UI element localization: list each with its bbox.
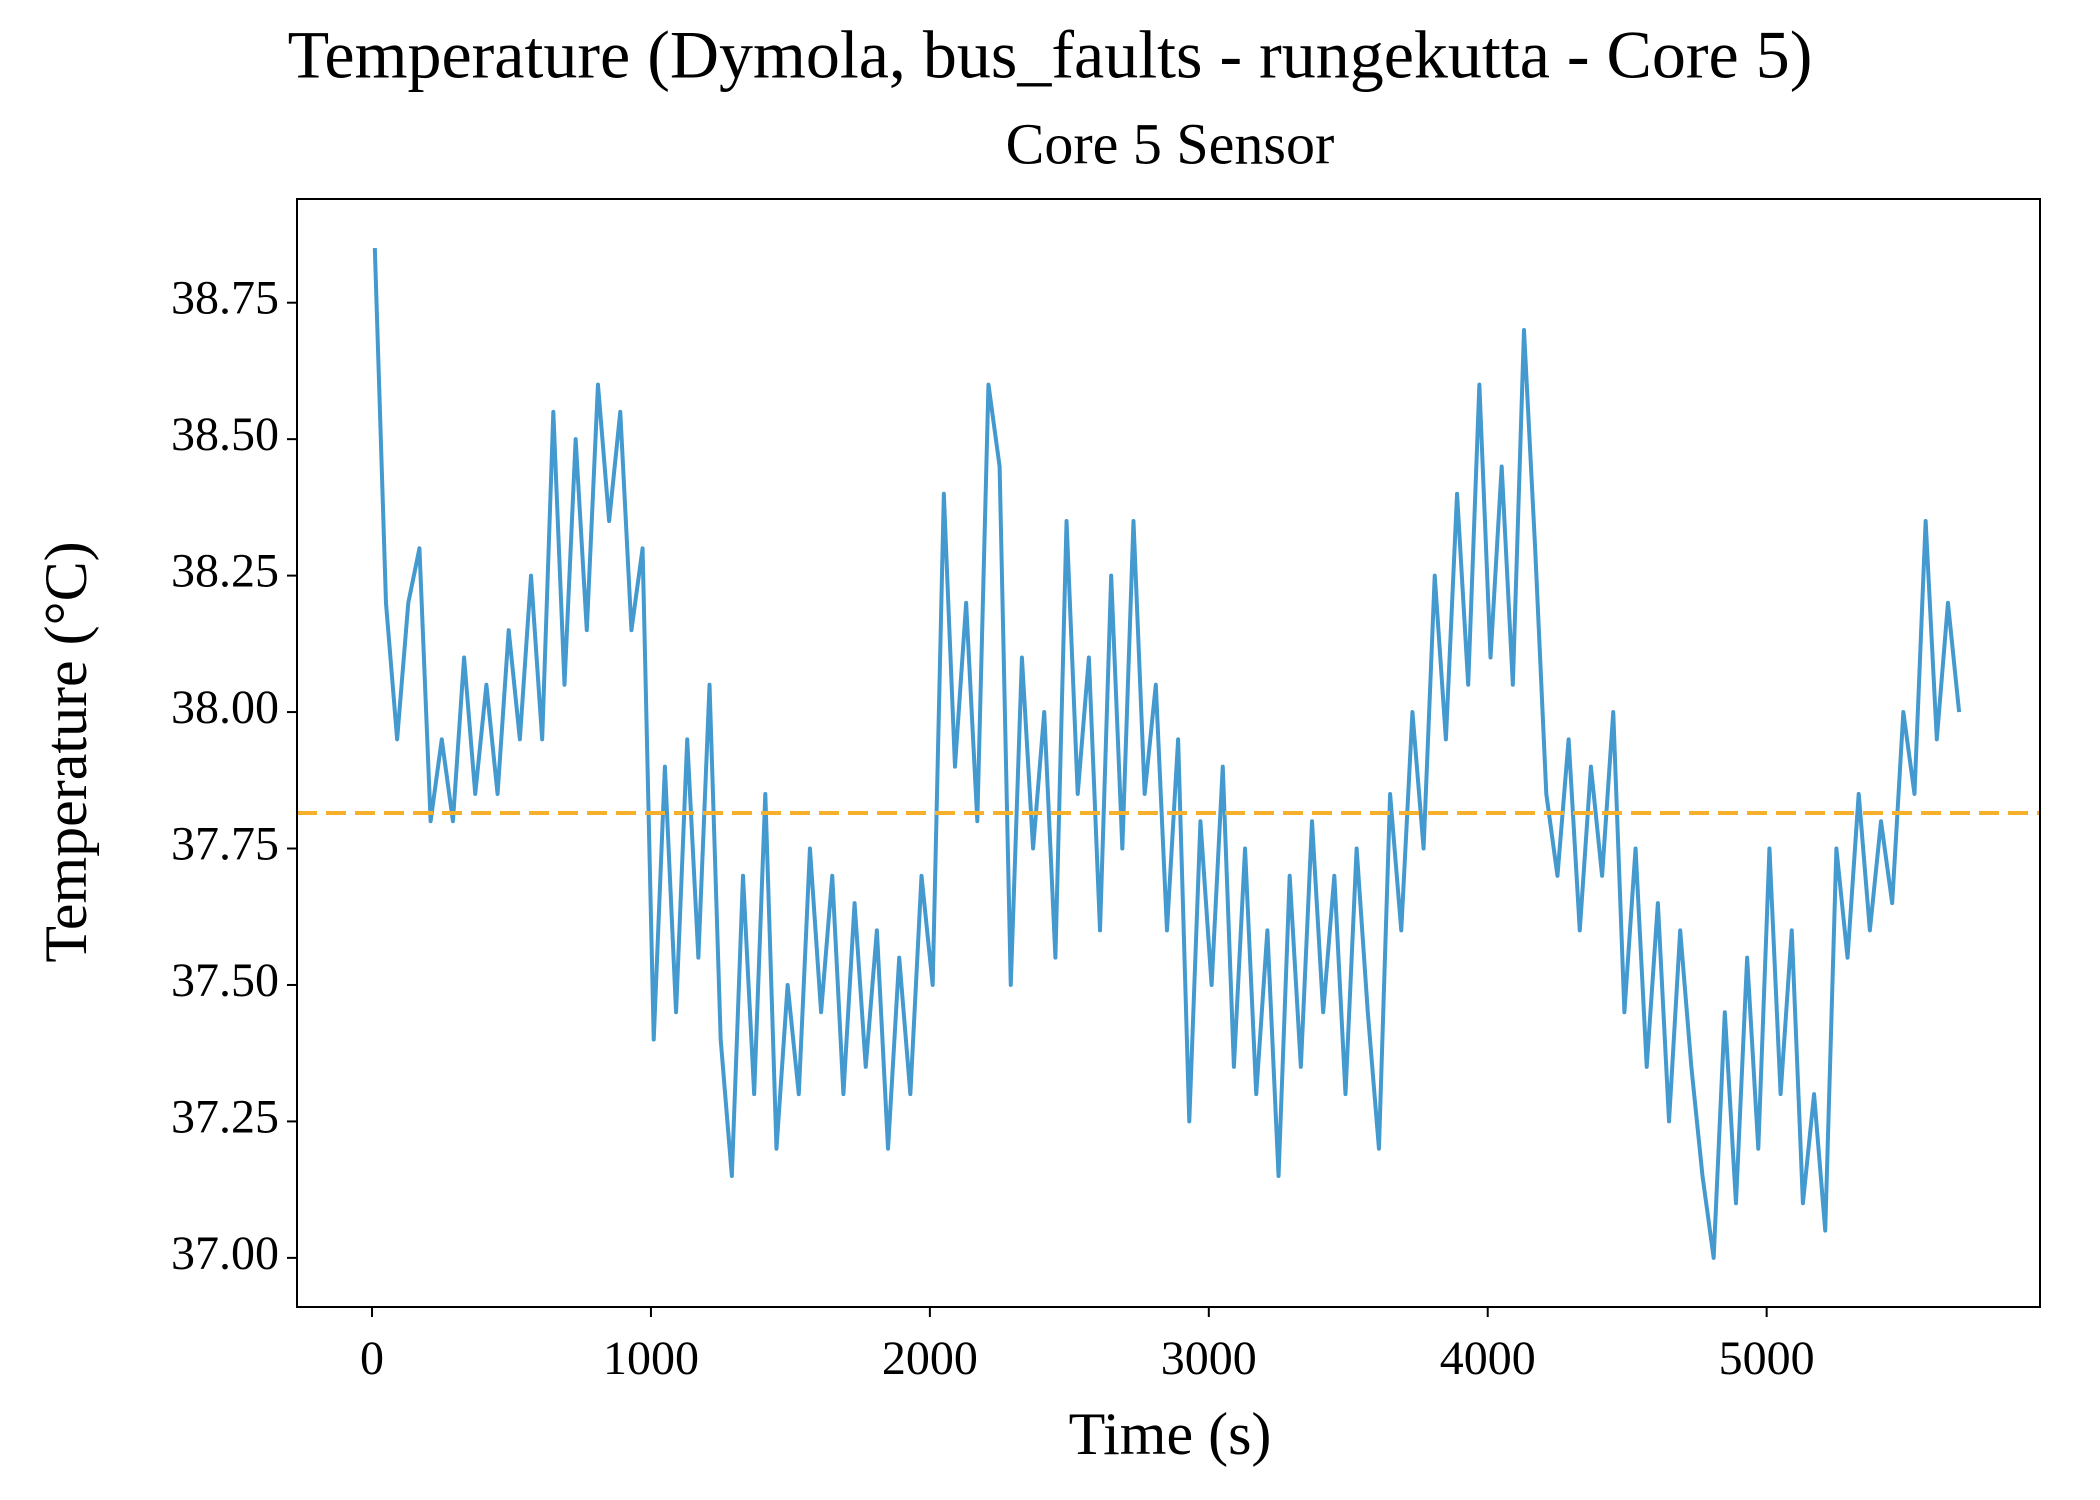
x-tick-label: 3000 [1161,1332,1257,1385]
x-axis-label: Time (s) [1069,1401,1272,1467]
plot-frame [296,198,2041,1308]
x-tick-label: 1000 [603,1332,699,1385]
y-tick-label: 37.00 [171,1227,279,1280]
chart-title: Temperature (Dymola, bus_faults - rungek… [288,17,1813,93]
data-line [372,248,1962,1260]
y-tick-label: 38.25 [171,545,279,598]
y-tick-label: 38.75 [171,272,279,325]
y-tick-label: 38.00 [171,681,279,734]
x-tick-label: 0 [360,1332,384,1385]
x-tick-label: 5000 [1719,1332,1815,1385]
x-tick-label: 4000 [1440,1332,1536,1385]
y-tick-label: 37.50 [171,954,279,1007]
x-tick-label: 2000 [882,1332,978,1385]
y-axis-label: Temperature (°C) [33,541,99,962]
y-tick-label: 37.25 [171,1090,279,1143]
chart-subtitle: Core 5 Sensor [1006,111,1335,176]
y-tick-label: 37.75 [171,818,279,871]
y-tick-label: 38.50 [171,408,279,461]
